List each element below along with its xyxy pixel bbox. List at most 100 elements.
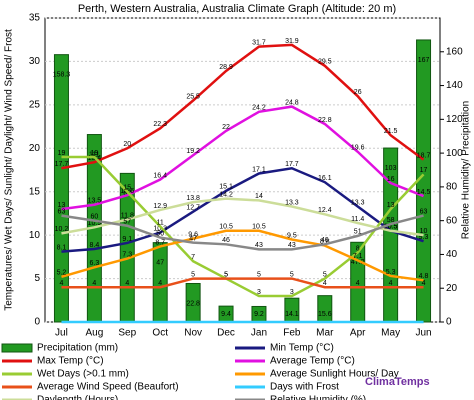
data-label: 16.4: [153, 172, 167, 179]
line-series: [61, 43, 425, 170]
data-label: 5.2: [57, 270, 67, 277]
data-label: 4: [125, 280, 129, 287]
data-label: 22.3: [153, 121, 167, 128]
data-label: 167: [418, 57, 430, 64]
data-label: 5.3: [386, 269, 396, 276]
data-label: 8.7: [155, 239, 165, 246]
data-label: 4.8: [419, 273, 429, 280]
data-label: 88: [123, 190, 131, 197]
legend-label: Wet Days (>0.1 mm): [37, 369, 129, 380]
data-label: 10.9: [88, 220, 102, 227]
data-label: 16.1: [318, 175, 332, 182]
data-label: 25.5: [186, 93, 200, 100]
data-label: 17.7: [55, 161, 69, 168]
legend-label: Average Temp (°C): [270, 356, 355, 367]
data-label: 9.6: [188, 231, 198, 238]
chart-title: Perth, Western Australia, Australia Clim…: [78, 3, 396, 15]
data-label: 10.2: [55, 226, 69, 233]
data-label: 7.3: [122, 251, 132, 258]
y2-tick-label: 160: [446, 46, 463, 57]
data-label: 17: [420, 167, 428, 174]
data-label: 8.1: [57, 244, 67, 251]
data-label: 13.3: [351, 199, 365, 206]
x-tick-label: Dec: [217, 328, 235, 339]
y2-tick-label: 40: [446, 249, 458, 260]
legend-label: Daylength (Hours): [37, 395, 118, 400]
watermark: ClimaTemps: [365, 376, 430, 388]
x-tick-label: Feb: [283, 328, 301, 339]
line-series: [61, 277, 424, 289]
y-axis-title: Temperatures/ Wet Days/ Sunlight/ Daylig…: [4, 29, 15, 311]
legend-swatch: [1, 343, 33, 353]
data-label: 10.3: [153, 225, 167, 232]
legend-label: Relative Humidity (%): [270, 395, 366, 400]
data-label: 4: [389, 280, 393, 287]
y-tick-label: 20: [29, 143, 41, 154]
data-label: 9.4: [221, 311, 231, 318]
line-series: [61, 214, 424, 251]
data-label: 103: [385, 165, 397, 172]
data-label: 50: [156, 230, 164, 237]
y2-tick-label: 60: [446, 215, 458, 226]
y-tick-label: 25: [29, 99, 41, 110]
data-label: 10.5: [384, 224, 398, 231]
data-label: 22.8: [186, 300, 200, 307]
data-label: 31.9: [285, 38, 299, 45]
data-label: 58: [387, 217, 395, 224]
data-label: 13.8: [186, 195, 200, 202]
y-tick-label: 5: [34, 273, 40, 284]
data-label: 11: [157, 219, 164, 226]
data-label: 8: [356, 245, 360, 252]
data-label: 4: [422, 280, 426, 287]
data-label: 26: [354, 89, 362, 96]
data-label: 12.4: [318, 207, 332, 214]
data-label: 12.7: [186, 205, 200, 212]
data-label: 22: [222, 124, 230, 131]
data-label: 18.7: [417, 152, 431, 159]
y-tick-label: 10: [29, 230, 41, 241]
data-label: 5: [257, 271, 261, 278]
data-label: 11.4: [351, 216, 364, 223]
data-label: 63: [420, 208, 428, 215]
data-label: 158.3: [53, 71, 71, 78]
data-label: 4: [356, 280, 360, 287]
y-tick-label: 35: [29, 13, 41, 24]
data-label: 60: [90, 214, 98, 221]
data-label: 9.5: [287, 232, 297, 239]
data-label: 3: [257, 289, 261, 296]
data-label: 10.5: [219, 224, 233, 231]
line-series: [61, 229, 424, 282]
y2-tick-label: 120: [446, 114, 463, 125]
legend-label: Min Temp (°C): [270, 343, 334, 354]
data-label: 7: [191, 254, 195, 261]
data-label: 47: [156, 259, 164, 266]
legend-label: Max Temp (°C): [37, 356, 104, 367]
line-series: [61, 197, 424, 237]
y2-tick-label: 140: [446, 80, 463, 91]
y-tick-label: 15: [29, 186, 41, 197]
data-label: 7.1: [353, 253, 363, 260]
data-label: 24.2: [252, 105, 266, 112]
data-label: 9.2: [254, 311, 264, 318]
y-tick-label: 30: [29, 56, 41, 67]
data-label: 63: [58, 208, 66, 215]
y-tick-label: 0: [34, 317, 40, 328]
x-tick-label: Jul: [55, 328, 68, 339]
data-label: 14.1: [285, 311, 299, 318]
x-tick-label: Jun: [415, 328, 431, 339]
data-label: 19: [90, 150, 98, 157]
data-label: 13: [58, 202, 66, 209]
data-label: 15.6: [318, 311, 332, 318]
data-label: 9.1: [122, 236, 132, 243]
data-label: 19.6: [351, 145, 365, 152]
data-label: 17.1: [252, 166, 266, 173]
data-label: 5: [323, 271, 327, 278]
y2-axis-title: Relative Humidity/ Precipitation: [461, 101, 472, 239]
data-label: 13.5: [88, 198, 102, 205]
x-tick-label: Apr: [350, 328, 366, 339]
bar: [317, 295, 333, 323]
line-series: [61, 155, 425, 298]
legend-label: Days with Frost: [270, 382, 339, 393]
y2-tick-label: 20: [446, 283, 458, 294]
